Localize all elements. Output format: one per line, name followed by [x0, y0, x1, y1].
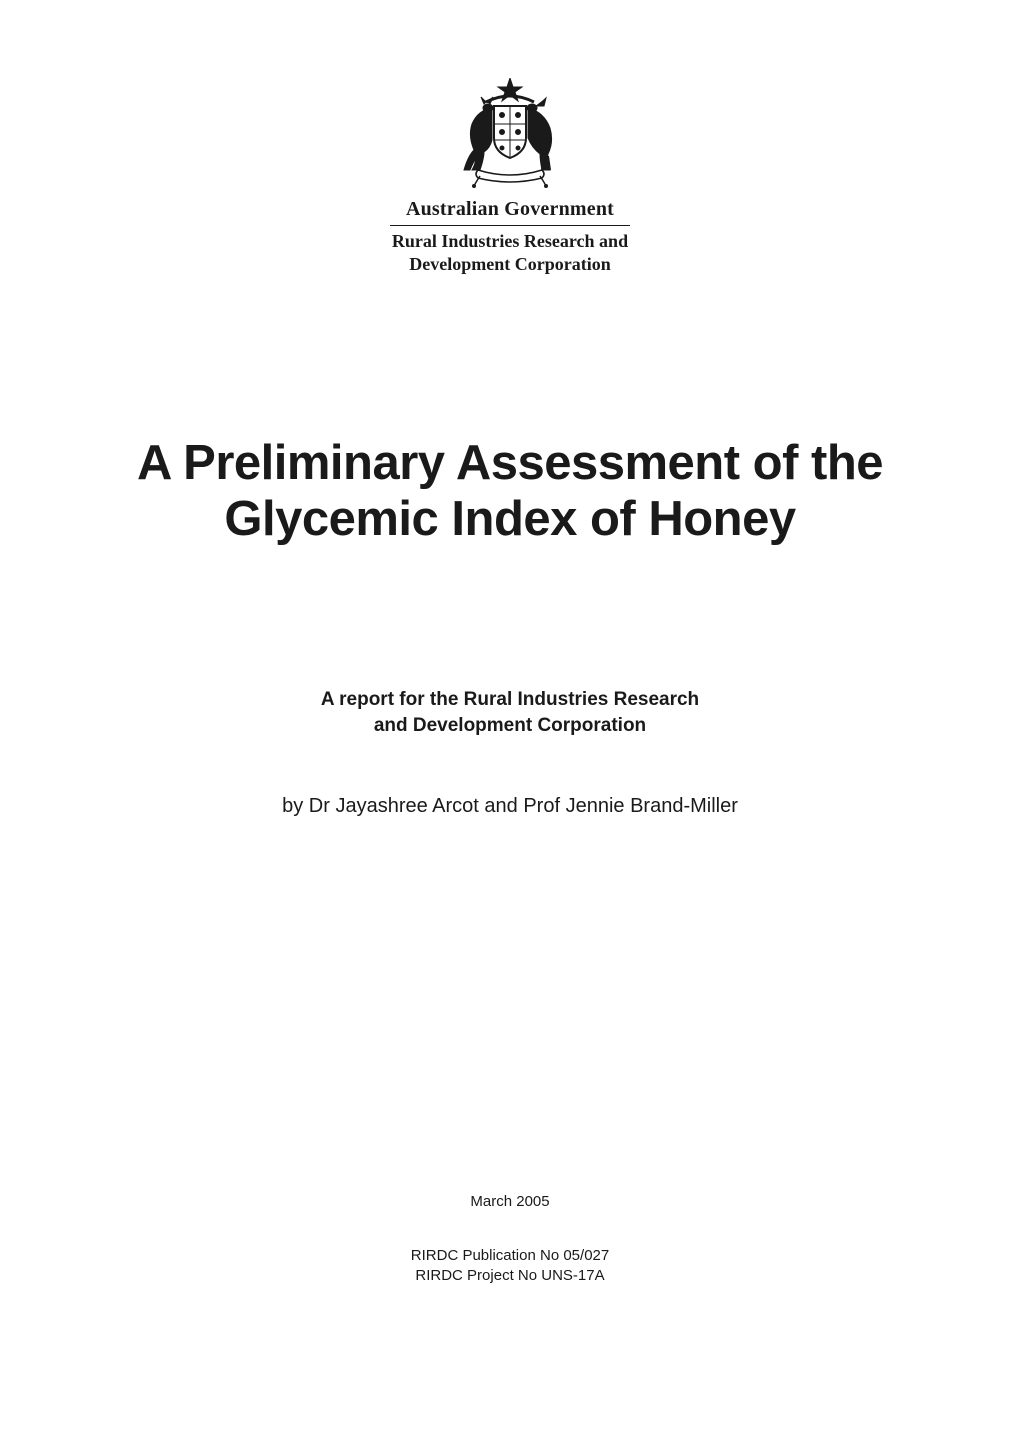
government-identity-block: Australian Government Rural Industries R…: [0, 78, 1020, 277]
divider-rule: [390, 225, 630, 226]
report-subtitle-line2: and Development Corporation: [0, 713, 1020, 739]
report-title-block: A Preliminary Assessment of the Glycemic…: [0, 435, 1020, 548]
organisation-name-line2: Development Corporation: [409, 254, 610, 274]
authors-line: by Dr Jayashree Arcot and Prof Jennie Br…: [0, 795, 1020, 818]
publication-ids: RIRDC Publication No 05/027 RIRDC Projec…: [0, 1246, 1020, 1287]
organisation-name-line1: Rural Industries Research and: [392, 231, 628, 251]
publication-footer: March 2005 RIRDC Publication No 05/027 R…: [0, 1193, 1020, 1287]
report-subtitle-block: A report for the Rural Industries Resear…: [0, 687, 1020, 738]
publication-date: March 2005: [0, 1193, 1020, 1210]
project-number: RIRDC Project No UNS-17A: [0, 1266, 1020, 1286]
page-root: Australian Government Rural Industries R…: [0, 0, 1020, 1441]
authors-block: by Dr Jayashree Arcot and Prof Jennie Br…: [0, 795, 1020, 818]
report-title-line2: Glycemic Index of Honey: [45, 491, 975, 547]
commonwealth-crest-icon: [450, 78, 570, 188]
government-name: Australian Government: [406, 198, 614, 221]
report-subtitle-line1: A report for the Rural Industries Resear…: [0, 687, 1020, 713]
organisation-name: Rural Industries Research and Developmen…: [392, 230, 628, 277]
report-title-line1: A Preliminary Assessment of the: [45, 435, 975, 491]
publication-number: RIRDC Publication No 05/027: [0, 1246, 1020, 1266]
